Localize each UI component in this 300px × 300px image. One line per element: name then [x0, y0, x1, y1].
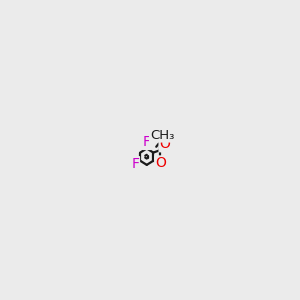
Text: O: O: [159, 137, 170, 152]
Text: F: F: [131, 157, 139, 171]
Text: O: O: [155, 156, 166, 170]
Text: CH₃: CH₃: [150, 129, 174, 142]
Text: F: F: [143, 135, 151, 149]
